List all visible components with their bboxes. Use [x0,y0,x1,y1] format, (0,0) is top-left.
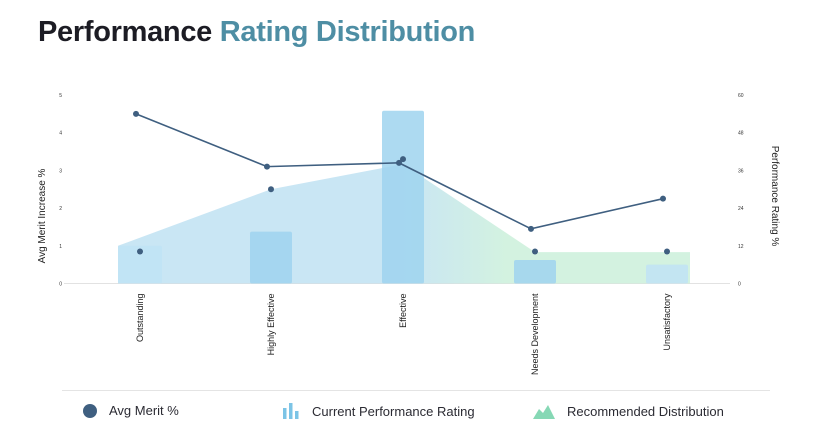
y-right-tick-label: 60 [738,93,744,99]
y-left-tick-label: 1 [59,244,62,250]
merit-line-point [660,195,666,202]
dot-icon [83,403,97,418]
y-right-tick-label: 12 [738,244,744,250]
merit-line-point [528,225,534,232]
merit-point [400,156,406,163]
x-tick-label: Outstanding [135,294,145,343]
legend-label-current: Current Performance Rating [312,403,475,419]
merit-point [268,186,274,193]
bar-chart-icon [283,403,299,419]
legend-label-merit: Avg Merit % [109,403,179,418]
bar-outstanding [118,245,162,284]
y-left-tick-label: 3 [59,168,62,174]
y-left-tick-label: 5 [59,93,62,99]
legend-item-merit: Avg Merit % [83,403,179,418]
title-part-dark: Performance [38,16,212,48]
bar-highly-effective [250,231,292,284]
legend-item-current: Current Performance Rating [282,403,475,419]
x-tick-label: Effective [398,294,408,328]
y-axis-left-title: Avg Merit Increase % [37,168,48,263]
y-left-tick-label: 4 [59,131,62,137]
bar-unsatisfactory [646,264,688,284]
y-right-tick-label: 24 [738,206,744,212]
merit-point [664,248,670,255]
title-part-accent: Rating Distribution [219,16,476,48]
merit-line-point [396,159,402,166]
legend-divider [62,390,770,391]
legend-label-recommended: Recommended Distribution [567,403,724,419]
x-tick-label: Needs Development [530,293,540,375]
page-title: Performance Rating Distribution [38,16,475,49]
x-tick-label: Highly Effective [266,294,276,356]
y-left-tick-label: 2 [59,206,62,212]
y-left-tick-label: 0 [59,282,62,288]
merit-line-point [133,110,139,117]
merit-point [137,248,143,255]
area-chart-icon [533,405,555,419]
bar-effective [382,110,424,284]
merit-point [532,248,538,255]
y-right-tick-label: 36 [738,168,744,174]
y-right-tick-label: 48 [738,131,744,137]
y-right-tick-label: 0 [738,282,741,288]
bar-needs-development [514,259,556,284]
y-axis-right-title: Performance Rating % [769,146,780,247]
merit-line-point [264,163,270,170]
x-tick-label: Unsatisfactory [662,293,672,351]
legend-item-recommended: Recommended Distribution [533,403,724,419]
